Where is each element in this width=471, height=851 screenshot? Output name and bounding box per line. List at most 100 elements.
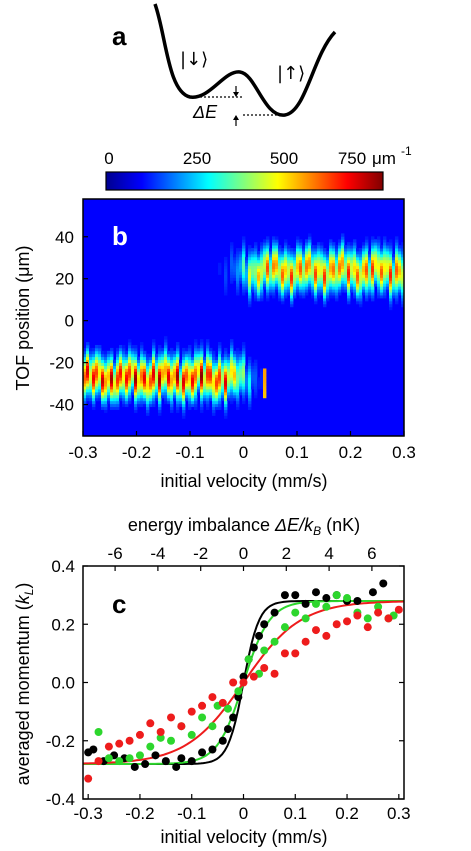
- heatmap-cell: [200, 397, 204, 402]
- heatmap-cell: [119, 389, 123, 393]
- heatmap-cell: [233, 368, 237, 372]
- heatmap-cell: [131, 391, 135, 396]
- heatmap-cell: [182, 386, 186, 390]
- heatmap-cell: [335, 280, 339, 284]
- heatmap-cell: [98, 391, 102, 396]
- heatmap-cell: [218, 342, 222, 346]
- heatmap-cell: [173, 397, 177, 402]
- y-tick-label: -40: [49, 396, 74, 415]
- heatmap-cell: [176, 350, 180, 355]
- heatmap-cell: [359, 259, 363, 264]
- heatmap-cell: [254, 274, 258, 278]
- heatmap-cell: [356, 295, 360, 299]
- heatmap-cell: [203, 356, 207, 361]
- heatmap-cell: [329, 295, 333, 299]
- heatmap-cell: [389, 251, 393, 255]
- heatmap-cell: [275, 277, 279, 281]
- heatmap-cell: [122, 344, 126, 349]
- heatmap-cell: [137, 400, 141, 405]
- heatmap-cell: [158, 409, 162, 413]
- heatmap-cell: [311, 292, 315, 296]
- heatmap-cell: [374, 277, 378, 281]
- heatmap-cell: [395, 236, 399, 240]
- heatmap-cell: [320, 265, 324, 270]
- heatmap-cell: [395, 259, 399, 264]
- heatmap-cell: [164, 389, 168, 393]
- heatmap-cell: [110, 389, 114, 393]
- heatmap-cell: [263, 262, 267, 267]
- heatmap-cell: [209, 389, 213, 393]
- heatmap-cell: [98, 371, 102, 375]
- heatmap-cell: [335, 277, 339, 281]
- heatmap-cell: [122, 359, 126, 363]
- heatmap-cell: [311, 245, 315, 249]
- heatmap-cell: [329, 253, 333, 258]
- heatmap-cell: [248, 248, 252, 252]
- heatmap-cell: [209, 356, 213, 361]
- heatmap-cell: [134, 353, 138, 358]
- heatmap-cell: [314, 262, 318, 267]
- heatmap-cell: [146, 391, 150, 396]
- heatmap-cell: [140, 374, 144, 378]
- heatmap-cell: [341, 271, 345, 275]
- heatmap-cell: [191, 365, 195, 369]
- heatmap-cell: [152, 342, 156, 346]
- heatmap-cell: [386, 259, 390, 264]
- heatmap-cell: [401, 286, 404, 290]
- heatmap-cell: [158, 365, 162, 369]
- heatmap-cell: [185, 353, 189, 358]
- heatmap-cell: [119, 383, 123, 387]
- heatmap-cell: [314, 251, 318, 255]
- heatmap-cell: [293, 292, 297, 296]
- heatmap-cell: [251, 371, 255, 375]
- heatmap-cell: [359, 274, 363, 278]
- heatmap-cell: [263, 380, 267, 384]
- heatmap-cell: [317, 271, 321, 275]
- heatmap-cell: [227, 377, 231, 381]
- heatmap-cell: [401, 268, 404, 272]
- heatmap-cell: [263, 253, 267, 258]
- heatmap-cell: [122, 386, 126, 390]
- panel-c-x-axis: -0.3 -0.2 -0.1 0 0.1 0.2 0.3: [74, 794, 411, 823]
- heatmap-cell: [221, 380, 225, 384]
- heatmap-cell: [305, 265, 309, 270]
- heatmap-cell: [104, 365, 108, 369]
- heatmap-cell: [308, 289, 312, 293]
- heatmap-cell: [143, 383, 147, 387]
- heatmap-cell: [275, 236, 279, 240]
- heatmap-cell: [329, 256, 333, 261]
- heatmap-cell: [242, 362, 246, 366]
- heatmap-cell: [341, 242, 345, 246]
- heatmap-cell: [275, 271, 279, 275]
- heatmap-cell: [260, 377, 264, 381]
- heatmap-cell: [344, 283, 348, 287]
- heatmap-cell: [317, 242, 321, 246]
- heatmap-cell: [269, 280, 273, 284]
- heatmap-cell: [293, 265, 297, 270]
- heatmap-cell: [329, 283, 333, 287]
- heatmap-cell: [320, 242, 324, 246]
- heatmap-cell: [356, 271, 360, 275]
- heatmap-cell: [305, 248, 309, 252]
- heatmap-cell: [281, 271, 285, 275]
- heatmap-cell: [164, 356, 168, 361]
- heatmap-cell: [89, 383, 93, 387]
- heatmap-cell: [242, 274, 246, 278]
- heatmap-cell: [125, 383, 129, 387]
- heatmap-cell: [290, 295, 294, 299]
- heatmap-cell: [305, 292, 309, 296]
- heatmap-cell: [377, 289, 381, 293]
- heatmap-cell: [200, 368, 204, 372]
- heatmap-cell: [320, 253, 324, 258]
- heatmap-cell: [338, 245, 342, 249]
- heatmap-cell: [179, 391, 183, 396]
- heatmap-cell: [155, 374, 159, 378]
- heatmap-cell: [218, 356, 222, 361]
- heatmap-cell: [293, 253, 297, 258]
- heatmap-cell: [95, 356, 99, 361]
- heatmap-cell: [209, 371, 213, 375]
- heatmap-cell: [365, 271, 369, 275]
- heatmap-cell: [266, 274, 270, 278]
- heatmap-cell: [218, 344, 222, 349]
- heatmap-cell: [248, 403, 252, 408]
